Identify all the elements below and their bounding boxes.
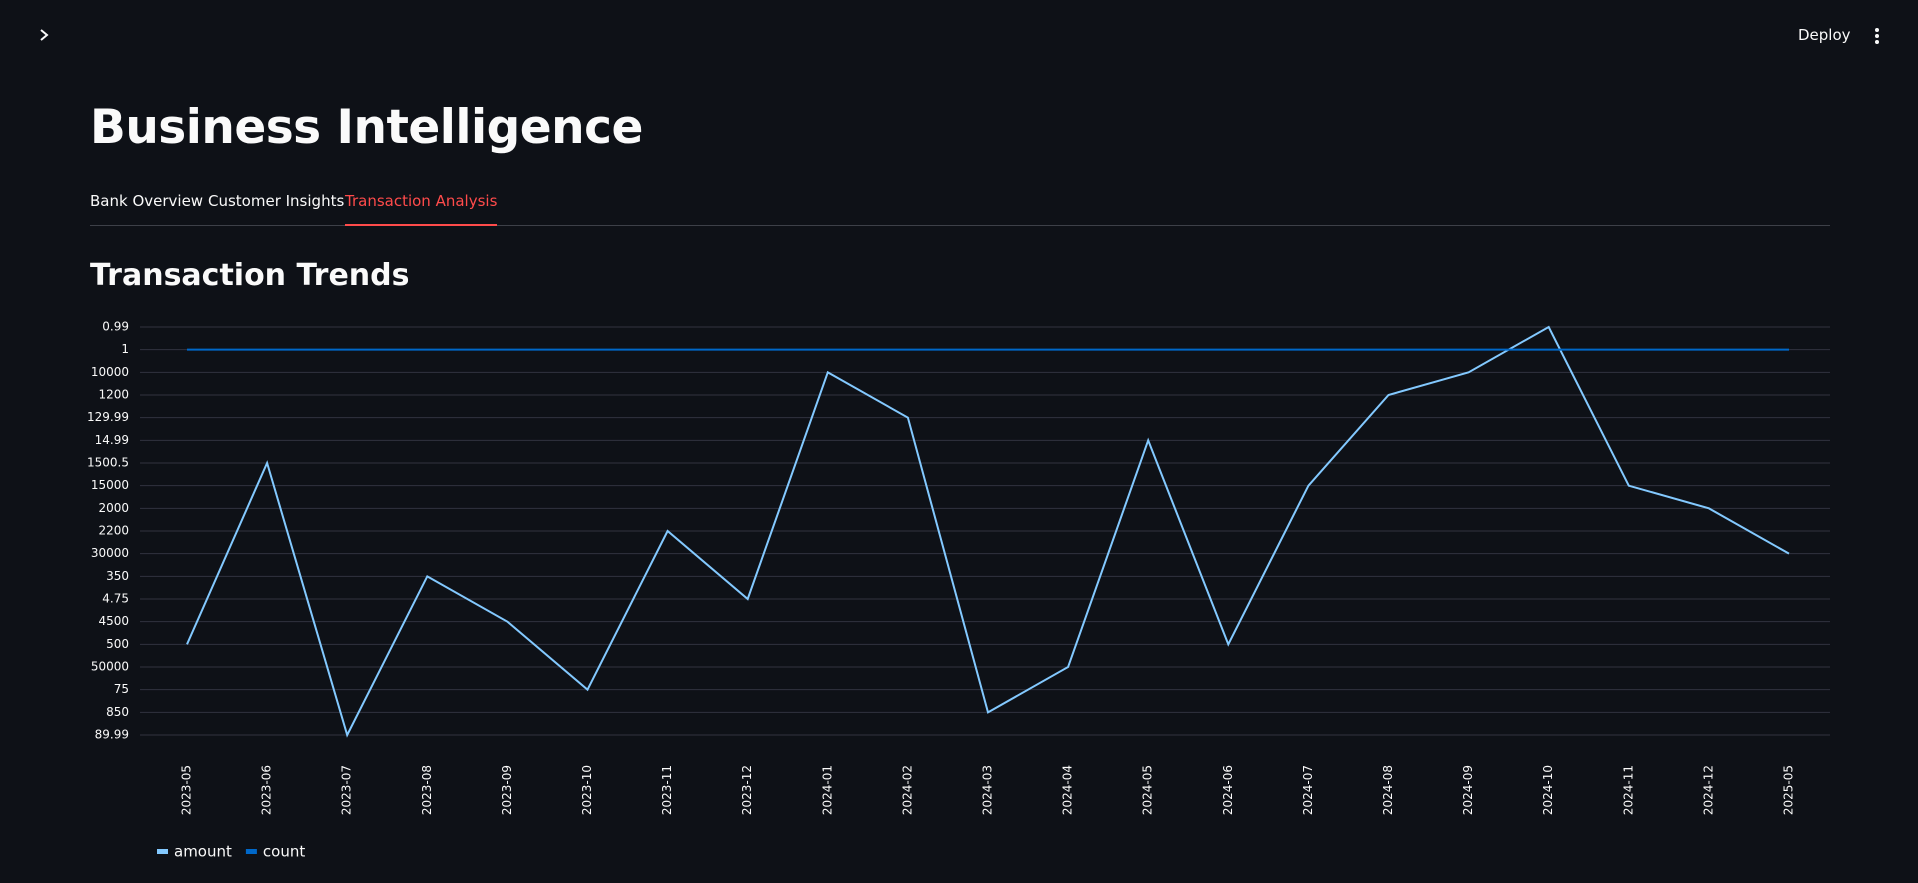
y-tick-label: 4500 <box>98 614 129 628</box>
deploy-button[interactable]: Deploy <box>1798 26 1851 44</box>
x-tick-label: 2023-12 <box>740 765 754 815</box>
legend-label: count <box>263 843 305 861</box>
y-tick-label: 15000 <box>91 478 129 492</box>
y-tick-label: 2200 <box>98 524 129 538</box>
x-tick-label: 2024-03 <box>981 765 995 815</box>
x-tick-label: 2024-08 <box>1381 765 1395 815</box>
y-tick-label: 14.99 <box>95 433 129 447</box>
y-tick-label: 129.99 <box>87 410 129 424</box>
sidebar-toggle[interactable] <box>38 28 50 42</box>
y-tick-label: 350 <box>106 569 129 583</box>
y-tick-label: 1 <box>121 342 129 356</box>
x-tick-label: 2024-12 <box>1701 765 1715 815</box>
x-tick-label: 2024-10 <box>1541 765 1555 815</box>
x-tick-label: 2023-08 <box>420 765 434 815</box>
tab[interactable]: Bank Overview <box>90 192 204 210</box>
tab[interactable]: Transaction Analysis <box>345 192 498 226</box>
main-menu[interactable] <box>1874 27 1880 45</box>
y-tick-label: 10000 <box>91 365 129 379</box>
x-tick-label: 2023-10 <box>580 765 594 815</box>
tab-bar: Bank Overview Customer Insights Transactio… <box>90 192 1830 226</box>
x-tick-label: 2023-05 <box>180 765 194 815</box>
page-title: Business Intelligence <box>90 100 643 155</box>
x-tick-label: 2024-06 <box>1221 765 1235 815</box>
x-tick-label: 2023-07 <box>340 765 354 815</box>
x-tick-label: 2024-07 <box>1301 765 1315 815</box>
y-tick-label: 4.75 <box>102 592 129 606</box>
y-tick-label: 1500.5 <box>87 456 129 470</box>
legend-label: amount <box>174 843 232 861</box>
y-tick-label: 2000 <box>98 501 129 515</box>
y-tick-label: 30000 <box>91 546 129 560</box>
x-tick-label: 2024-02 <box>900 765 914 815</box>
x-tick-label: 2025-05 <box>1782 765 1796 815</box>
x-tick-label: 2024-11 <box>1621 765 1635 815</box>
section-title: Transaction Trends <box>90 258 410 293</box>
y-tick-label: 500 <box>106 637 129 651</box>
tab[interactable]: Customer Insights <box>208 192 345 210</box>
y-tick-label: 1200 <box>98 388 129 402</box>
y-tick-label: 850 <box>106 705 129 719</box>
y-tick-label: 50000 <box>91 660 129 674</box>
data-line <box>186 325 1790 738</box>
x-tick-label: 2023-06 <box>260 765 274 815</box>
x-tick-label: 2024-05 <box>1141 765 1155 815</box>
x-tick-label: 2024-09 <box>1461 765 1475 815</box>
x-tick-label: 2023-09 <box>500 765 514 815</box>
y-tick-label: 89.99 <box>95 728 129 742</box>
x-tick-label: 2024-04 <box>1061 765 1075 815</box>
x-tick-label: 2023-11 <box>660 765 674 815</box>
y-tick-label: 0.99 <box>102 320 129 334</box>
y-tick-label: 75 <box>114 682 129 696</box>
x-tick-label: 2024-01 <box>820 765 834 815</box>
legend-swatch <box>245 849 257 854</box>
legend-swatch <box>157 849 168 854</box>
